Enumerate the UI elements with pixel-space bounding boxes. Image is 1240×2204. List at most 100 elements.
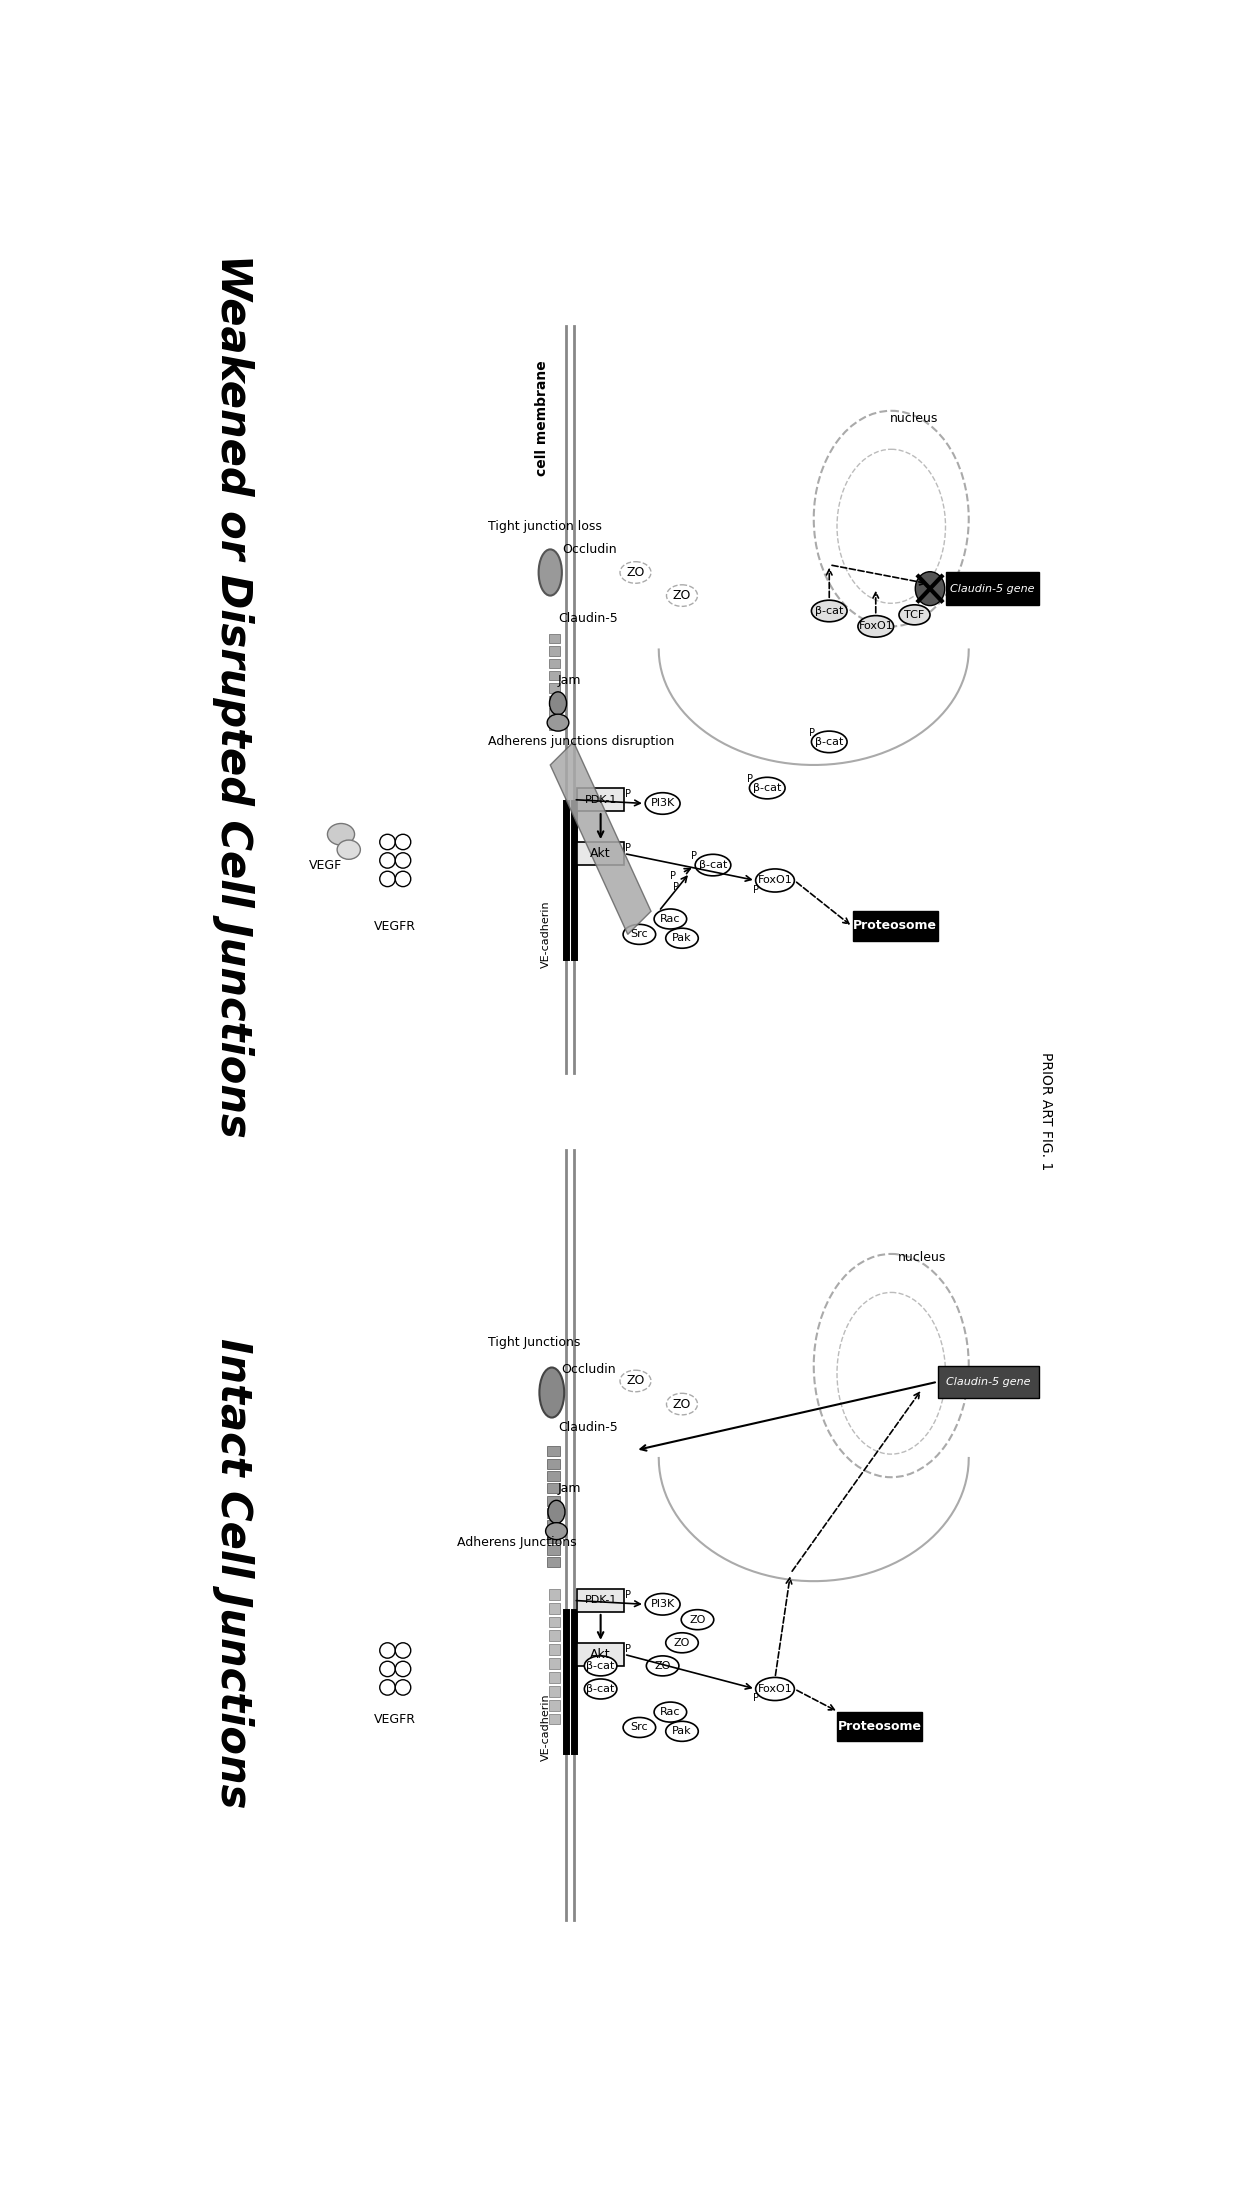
Ellipse shape <box>327 824 355 844</box>
Text: ZO: ZO <box>673 1638 691 1649</box>
Bar <box>547 1446 559 1457</box>
Text: Weakened or Disrupted Cell Junctions: Weakened or Disrupted Cell Junctions <box>212 253 253 1137</box>
Text: Rac: Rac <box>660 915 681 923</box>
Text: nucleus: nucleus <box>898 1252 946 1265</box>
Text: PDK-1: PDK-1 <box>584 796 616 804</box>
Text: P: P <box>673 882 678 893</box>
Text: ZO: ZO <box>689 1616 706 1624</box>
Bar <box>547 1508 559 1519</box>
Text: Intact Cell Junctions: Intact Cell Junctions <box>212 1338 253 1809</box>
Ellipse shape <box>337 840 361 860</box>
Text: VE-cadherin: VE-cadherin <box>542 1693 552 1761</box>
Bar <box>549 1616 559 1627</box>
Ellipse shape <box>811 599 847 622</box>
Text: Pak: Pak <box>672 1726 692 1737</box>
Ellipse shape <box>837 450 945 604</box>
Text: Claudin-5 gene: Claudin-5 gene <box>950 584 1034 593</box>
Ellipse shape <box>620 1371 651 1391</box>
Text: P: P <box>748 774 753 785</box>
Ellipse shape <box>667 1393 697 1415</box>
Text: VEGF: VEGF <box>309 860 342 871</box>
Bar <box>937 1366 1039 1397</box>
Ellipse shape <box>396 853 410 868</box>
Ellipse shape <box>584 1679 618 1699</box>
Text: β-cat: β-cat <box>815 606 843 615</box>
Text: FoxO1: FoxO1 <box>758 875 792 886</box>
Text: ZO: ZO <box>673 1397 691 1411</box>
Polygon shape <box>551 743 651 934</box>
Ellipse shape <box>655 908 687 930</box>
Text: Src: Src <box>631 930 649 939</box>
Bar <box>547 1483 559 1494</box>
Bar <box>549 659 559 668</box>
Bar <box>549 1715 559 1724</box>
Ellipse shape <box>858 615 894 637</box>
Bar <box>547 1459 559 1468</box>
Ellipse shape <box>548 1501 565 1523</box>
Ellipse shape <box>622 923 656 943</box>
Ellipse shape <box>667 584 697 606</box>
Text: VEGFR: VEGFR <box>374 921 417 932</box>
Bar <box>945 573 1039 604</box>
Bar <box>547 1545 559 1556</box>
Text: P: P <box>625 1644 631 1653</box>
Text: Claudin-5: Claudin-5 <box>558 1422 618 1433</box>
Text: ZO: ZO <box>673 588 691 602</box>
Text: β-cat: β-cat <box>587 1662 615 1671</box>
Text: ZO: ZO <box>655 1662 671 1671</box>
Text: Akt: Akt <box>590 846 611 860</box>
Bar <box>547 1470 559 1481</box>
Ellipse shape <box>813 410 968 626</box>
Bar <box>853 910 937 941</box>
Text: Occludin: Occludin <box>560 1362 616 1375</box>
Text: P: P <box>753 1693 759 1704</box>
Ellipse shape <box>749 778 785 798</box>
Ellipse shape <box>899 604 930 626</box>
Text: β-cat: β-cat <box>587 1684 615 1695</box>
Ellipse shape <box>696 855 730 875</box>
Bar <box>578 789 624 811</box>
Bar <box>549 670 559 681</box>
Ellipse shape <box>666 1633 698 1653</box>
Bar <box>549 721 559 730</box>
Ellipse shape <box>813 1254 968 1477</box>
Ellipse shape <box>379 1679 396 1695</box>
Ellipse shape <box>396 871 410 886</box>
Text: Rac: Rac <box>660 1708 681 1717</box>
Bar <box>549 1699 559 1710</box>
Ellipse shape <box>379 1662 396 1677</box>
Text: PI3K: PI3K <box>651 1600 675 1609</box>
Text: FoxO1: FoxO1 <box>858 622 893 630</box>
Ellipse shape <box>620 562 651 584</box>
Ellipse shape <box>379 871 396 886</box>
Text: PRIOR ART FIG. 1: PRIOR ART FIG. 1 <box>1039 1051 1053 1170</box>
Text: Jam: Jam <box>558 1483 582 1494</box>
Ellipse shape <box>755 1677 795 1701</box>
Ellipse shape <box>755 868 795 893</box>
Ellipse shape <box>811 732 847 752</box>
Ellipse shape <box>645 793 680 813</box>
Text: ZO: ZO <box>626 566 645 580</box>
Ellipse shape <box>584 1655 618 1675</box>
Ellipse shape <box>837 1292 945 1455</box>
Ellipse shape <box>547 714 569 732</box>
Bar <box>578 1589 624 1611</box>
Bar <box>837 1713 923 1741</box>
Text: P: P <box>810 727 815 738</box>
Text: Tight junction loss: Tight junction loss <box>489 520 603 533</box>
Text: P: P <box>625 789 631 800</box>
Text: Claudin-5 gene: Claudin-5 gene <box>946 1378 1030 1386</box>
Ellipse shape <box>915 571 945 606</box>
Bar <box>547 1497 559 1505</box>
Ellipse shape <box>539 1366 564 1417</box>
Text: cell membrane: cell membrane <box>536 361 549 476</box>
Ellipse shape <box>666 928 698 948</box>
Text: P: P <box>753 884 759 895</box>
Bar <box>547 1532 559 1543</box>
Bar <box>549 696 559 705</box>
Text: P: P <box>625 844 631 853</box>
Text: Proteosome: Proteosome <box>853 919 937 932</box>
Text: Adherens Junctions: Adherens Junctions <box>458 1536 577 1549</box>
Ellipse shape <box>396 1679 410 1695</box>
Text: PI3K: PI3K <box>651 798 675 809</box>
